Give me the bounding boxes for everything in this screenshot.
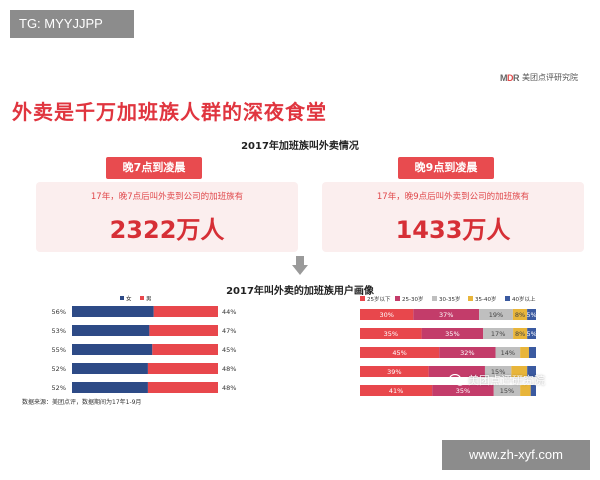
legend-label-age-4: 40岁以上	[512, 295, 536, 303]
wechat-watermark-text: 美团点评研究院	[468, 374, 545, 387]
legend-label-age-0: 25岁以下	[367, 295, 391, 303]
label-male-2: 45%	[222, 346, 236, 354]
label-female-3: 52%	[52, 365, 66, 373]
legend-label-age-1: 25-30岁	[402, 295, 423, 303]
bar-age-s3-r4	[520, 385, 531, 396]
bar-gender-female-0	[72, 306, 154, 317]
card2-value: 1433万人	[395, 216, 511, 244]
section2-title: 2017年叫外卖的加班族用户画像	[226, 286, 374, 297]
label-age-s2-r4: 15%	[500, 387, 514, 395]
bar-age-s3-r1	[513, 328, 528, 339]
bar-gender-male-0	[153, 306, 218, 317]
bar-age-s2-r3	[484, 366, 512, 377]
card1-desc: 17年，晚7点后叫外卖到公司的加班族有	[90, 192, 244, 202]
label-age-s0-r2: 45%	[392, 349, 406, 357]
card1-head: 晚7点到凌晨	[106, 157, 202, 179]
bar-age-s0-r2	[360, 347, 440, 358]
label-male-1: 47%	[222, 327, 236, 335]
site-watermark: www.zh-xyf.com	[442, 440, 590, 470]
label-female-2: 55%	[52, 346, 66, 354]
bar-age-s2-r2	[495, 347, 521, 358]
bar-age-s0-r0	[360, 309, 414, 320]
label-female-1: 53%	[52, 327, 66, 335]
bar-age-s1-r2	[439, 347, 496, 358]
legend-swatch-gender-1	[140, 296, 144, 300]
label-age-s2-r0: 19%	[489, 311, 503, 319]
bar-age-s4-r4	[530, 385, 536, 396]
label-age-s0-r4: 41%	[389, 387, 403, 395]
bar-gender-male-1	[149, 325, 218, 336]
bar-gender-male-3	[147, 363, 218, 374]
bar-age-s4-r3	[527, 366, 536, 377]
page-title: 外卖是千万加班族人群的深夜食堂	[12, 100, 327, 124]
label-age-s1-r0: 37%	[439, 311, 453, 319]
legend-label-gender-1: 男	[146, 296, 152, 303]
source-note: 数据来源：美团点评，数据期间为17年1-9月	[22, 399, 142, 406]
label-age-s0-r0: 30%	[379, 311, 393, 319]
down-arrow-icon	[292, 256, 308, 275]
label-age-s4-r1: 5%	[526, 330, 536, 338]
bar-age-s0-r4	[360, 385, 433, 396]
label-age-s1-r2: 32%	[460, 349, 474, 357]
legend-swatch-age-3	[468, 296, 473, 301]
bar-gender-female-1	[72, 325, 150, 336]
brand: MDR 美团点评研究院	[500, 72, 578, 83]
label-male-3: 48%	[222, 365, 236, 373]
legend-label-gender-0: 女	[126, 295, 132, 303]
bar-age-s2-r0	[479, 309, 513, 320]
tag-badge: TG: MYYJJPP	[10, 10, 134, 38]
label-male-0: 44%	[222, 308, 236, 316]
label-age-s3-r0: 8%	[515, 311, 525, 319]
wechat-icon	[449, 374, 465, 386]
brand-name: 美团点评研究院	[522, 73, 578, 82]
card1-value: 2322万人	[109, 216, 225, 244]
label-age-s1-r4: 35%	[456, 387, 470, 395]
bar-age-s2-r4	[493, 385, 521, 396]
label-age-s2-r3: 15%	[491, 368, 505, 376]
bar-gender-female-3	[72, 363, 148, 374]
bar-gender-male-4	[147, 382, 218, 393]
legend-swatch-age-4	[505, 296, 510, 301]
bar-age-s2-r1	[483, 328, 514, 339]
card2-desc: 17年，晚9点后叫外卖到公司的加班族有	[376, 192, 530, 202]
bar-gender-female-4	[72, 382, 148, 393]
legend-swatch-age-2	[432, 296, 437, 301]
label-age-s2-r1: 17%	[491, 330, 505, 338]
label-age-s4-r0: 5%	[526, 311, 536, 319]
section1-title: 2017年加班族叫外卖情况	[241, 141, 359, 152]
label-male-4: 48%	[222, 384, 236, 392]
bar-gender-male-2	[152, 344, 218, 355]
card-7pm: 17年，晚7点后叫外卖到公司的加班族有 2322万人	[36, 182, 298, 252]
bar-age-s3-r3	[511, 366, 528, 377]
brand-logo: MDR	[500, 72, 520, 83]
legend-label-age-3: 35-40岁	[475, 295, 496, 303]
bar-age-s0-r3	[360, 366, 429, 377]
bar-age-s4-r1	[527, 328, 536, 339]
bar-age-s1-r1	[421, 328, 484, 339]
label-female-4: 52%	[52, 384, 66, 392]
bar-age-s4-r0	[527, 309, 536, 320]
legend-swatch-age-1	[395, 296, 400, 301]
bar-age-s1-r3	[428, 366, 485, 377]
label-age-s0-r1: 35%	[384, 330, 398, 338]
bar-age-s1-r4	[432, 385, 494, 396]
bar-age-s3-r0	[512, 309, 528, 320]
bar-age-s0-r1	[360, 328, 422, 339]
legend-swatch-gender-0	[120, 296, 124, 300]
card2-head: 晚9点到凌晨	[398, 157, 494, 179]
wechat-watermark: 美团点评研究院	[449, 372, 545, 388]
legend-swatch-age-0	[360, 296, 365, 301]
label-age-s2-r2: 14%	[501, 349, 515, 357]
bar-age-s3-r2	[520, 347, 529, 358]
card-9pm: 17年，晚9点后叫外卖到公司的加班族有 1433万人	[322, 182, 584, 252]
bar-age-s4-r2	[528, 347, 536, 358]
label-age-s1-r1: 35%	[445, 330, 459, 338]
bar-age-s1-r0	[413, 309, 480, 320]
label-female-0: 56%	[52, 308, 66, 316]
label-age-s3-r1: 8%	[515, 330, 525, 338]
legend-label-age-2: 30-35岁	[439, 295, 460, 303]
bar-gender-female-2	[72, 344, 153, 355]
label-age-s0-r3: 39%	[387, 368, 401, 376]
